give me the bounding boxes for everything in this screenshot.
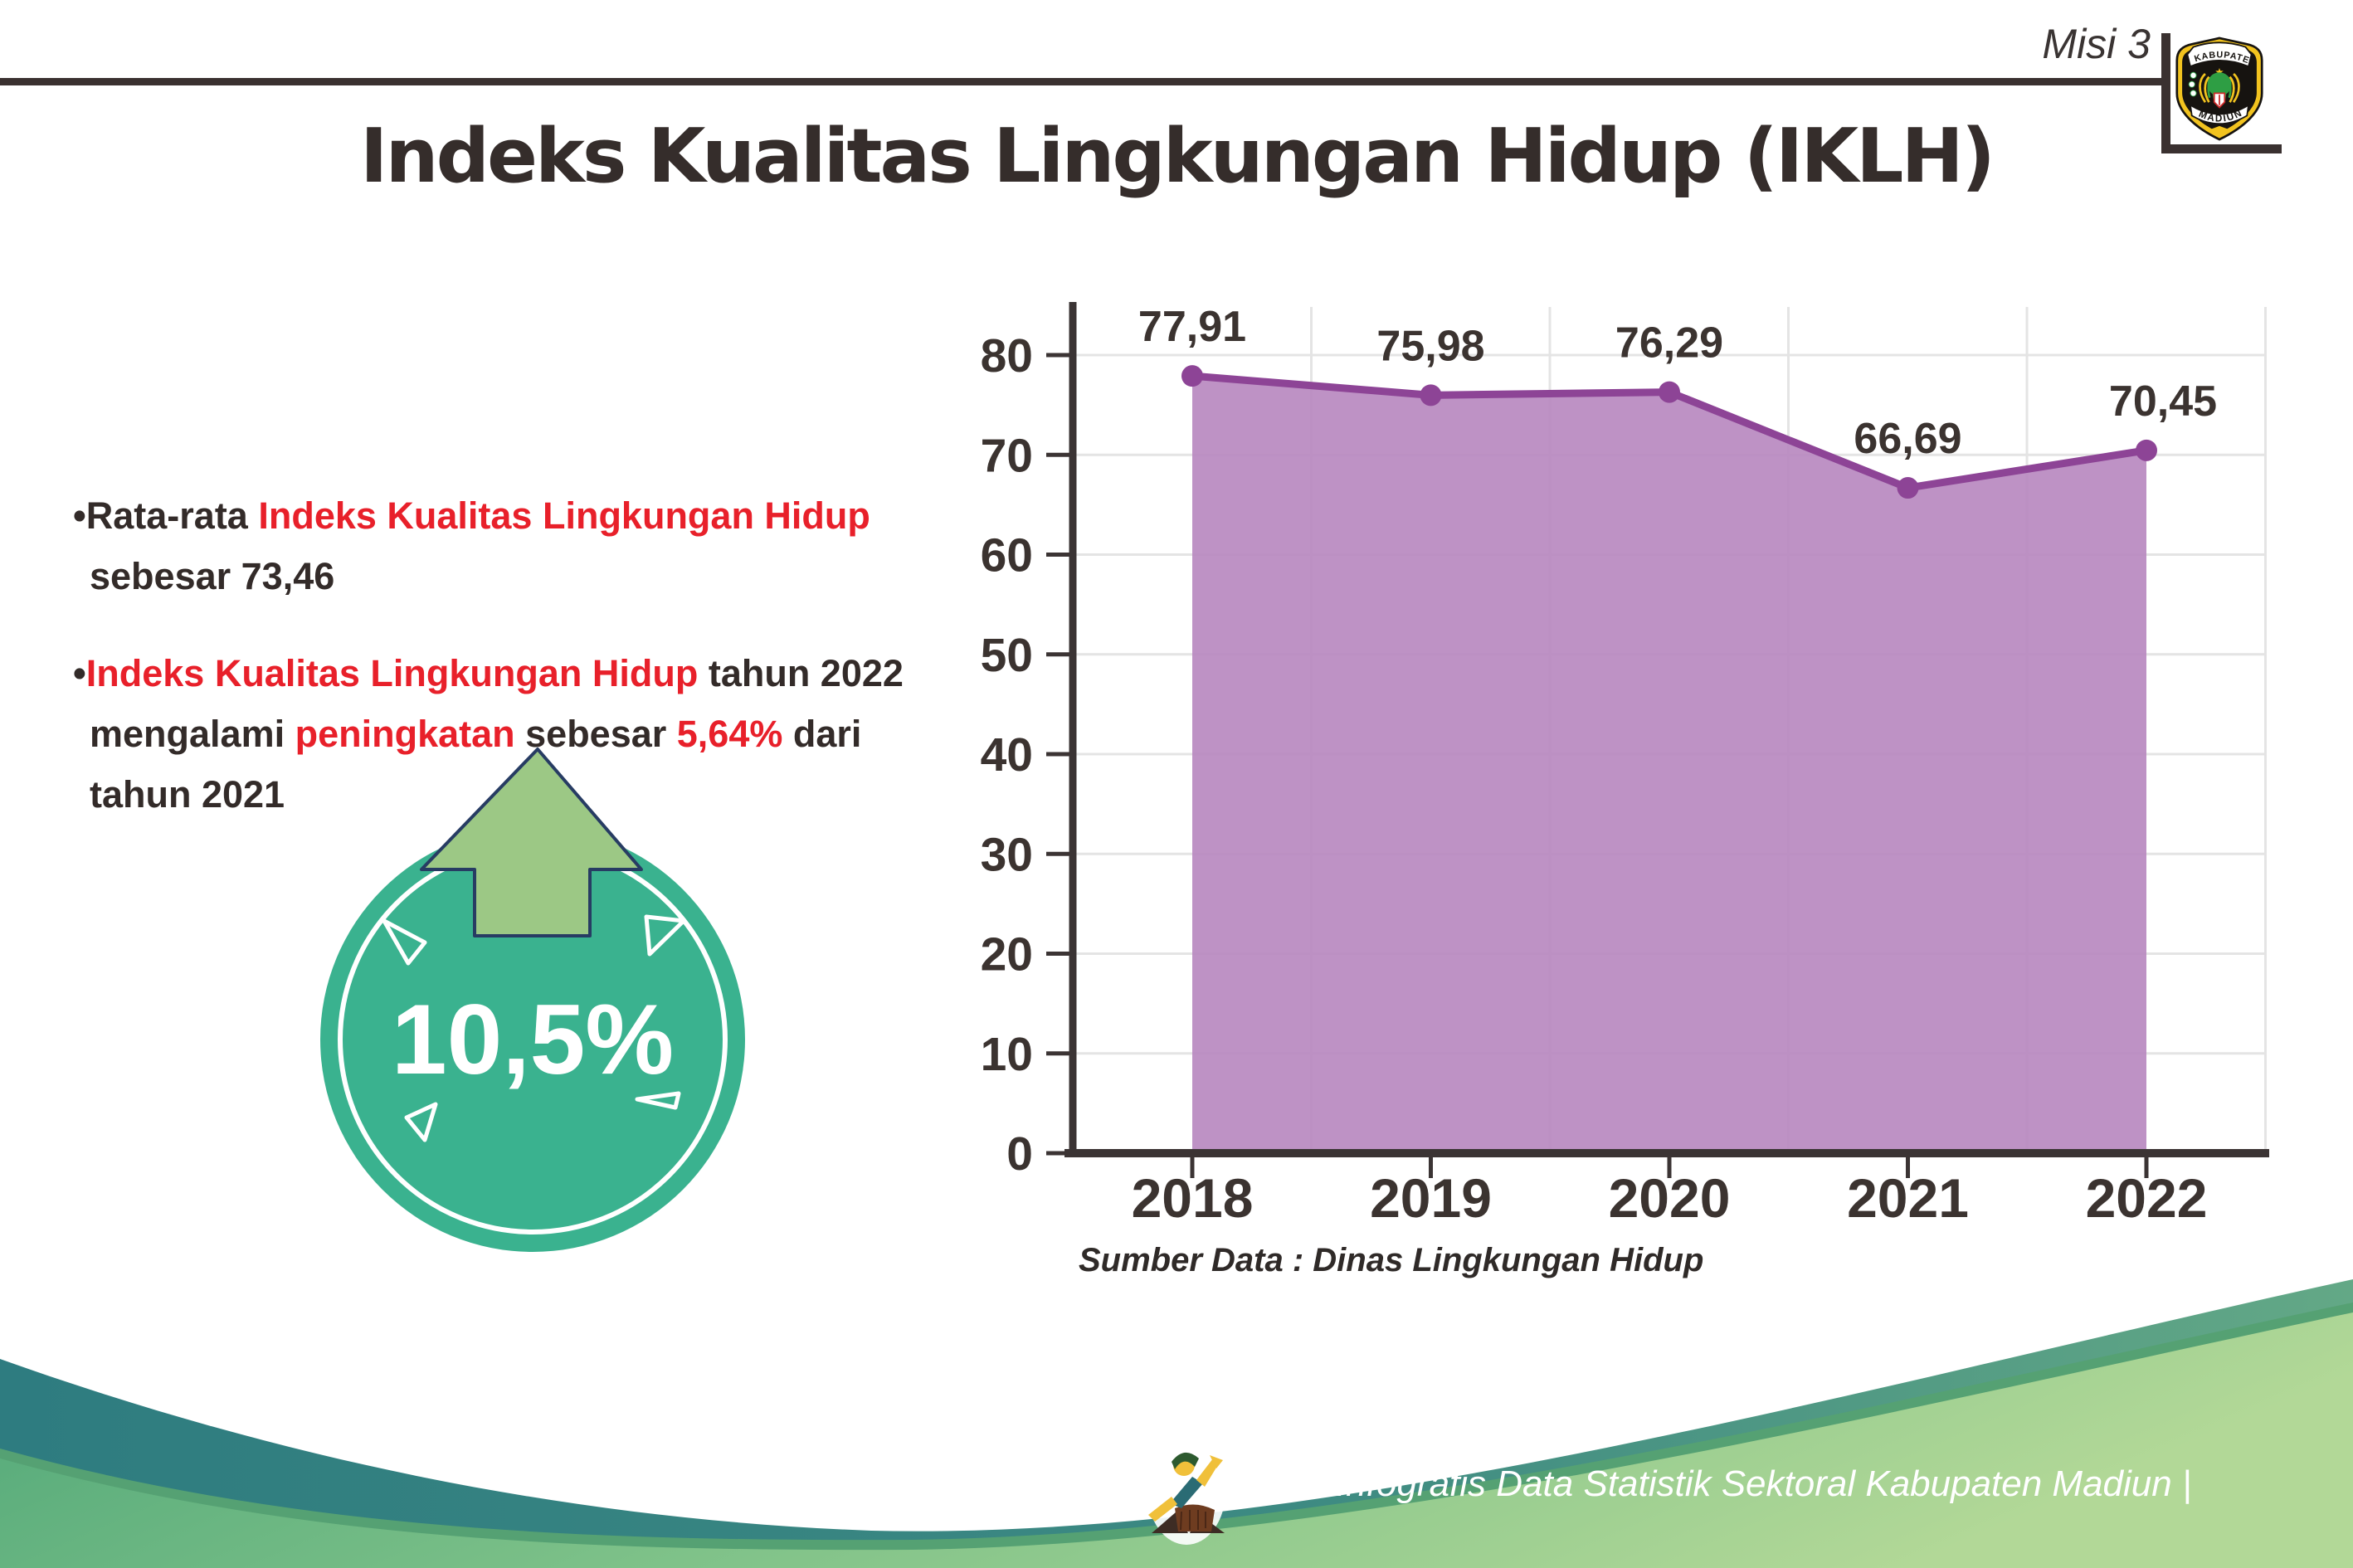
bullet-text: dari: [782, 713, 862, 755]
bullet-marker: •: [73, 494, 86, 537]
bullet-text-highlight: 5,64%: [676, 713, 783, 755]
data-point: [1897, 477, 1919, 499]
bullet-line: •Rata-rata Indeks Kualitas Lingkungan Hi…: [73, 485, 1027, 546]
area-fill: [1192, 376, 2146, 1153]
header-rule: [0, 78, 2168, 85]
data-label: 76,29: [1615, 319, 1723, 368]
bullet-text: sebesar: [514, 713, 677, 755]
crest-bottom-ornament: [2211, 125, 2228, 135]
bullet-text: Rata-rata: [85, 494, 259, 537]
x-tick-label: 2020: [1609, 1167, 1731, 1229]
data-point: [2136, 439, 2157, 461]
y-tick-label: 0: [1006, 1127, 1033, 1181]
bullet-line: •Indeks Kualitas Lingkungan Hidup tahun …: [73, 643, 1027, 704]
badge-sparkle-triangles: [382, 914, 686, 1142]
crest-cotton-icon: [2188, 71, 2197, 97]
x-tick-label: 2018: [1132, 1167, 1254, 1229]
logo-bracket-horizontal: [2161, 144, 2282, 153]
logo-bracket-vertical: [2161, 33, 2170, 153]
x-tick-label: 2019: [1370, 1167, 1492, 1229]
y-tick-label: 20: [981, 928, 1033, 981]
bullet-text: tahun 2022: [698, 652, 904, 694]
badge-value: 10,5%: [392, 984, 674, 1095]
kabupaten-madiun-crest-logo: KABUPATEN ★ MADIUN: [2175, 37, 2263, 141]
data-label: 77,91: [1138, 303, 1246, 351]
crest-wings-icon: [2199, 73, 2240, 103]
bullet-marker: •: [73, 652, 86, 694]
bullet-line: tahun 2021: [90, 773, 285, 816]
footer-credit: Media Infografis Data Statistik Sektoral…: [1226, 1463, 2192, 1504]
bullet-item-increase: •Indeks Kualitas Lingkungan Hidup tahun …: [73, 643, 1027, 825]
y-tick-label: 10: [981, 1028, 1033, 1081]
y-tick-label: 80: [981, 329, 1033, 382]
bullet-text-highlight: Indeks Kualitas Lingkungan Hidup: [85, 652, 699, 694]
data-label: 75,98: [1376, 322, 1484, 370]
crest-bottom-band: [2189, 103, 2250, 124]
wave-green: [0, 1312, 2353, 1568]
y-tick-label: 60: [981, 529, 1033, 582]
data-point: [1181, 365, 1203, 387]
data-label: 66,69: [1854, 415, 1961, 463]
y-tick-label: 50: [981, 629, 1033, 682]
dancer-mascot-icon: [1147, 1439, 1225, 1545]
y-tick-label: 30: [981, 828, 1033, 881]
data-label: 70,45: [2109, 377, 2217, 426]
bullet-text: mengalami: [90, 713, 295, 755]
x-tick-label: 2021: [1847, 1167, 1969, 1229]
bullet-line: mengalami peningkatan sebesar 5,64% dari: [90, 704, 1027, 764]
x-tick-label: 2022: [2086, 1167, 2208, 1229]
misi-label: Misi 3: [2042, 21, 2151, 67]
footer-waves: [0, 1279, 2353, 1568]
bullet-text-highlight: Indeks Kualitas Lingkungan Hidup: [258, 494, 870, 537]
summary-bullets: •Rata-rata Indeks Kualitas Lingkungan Hi…: [73, 485, 1027, 825]
y-tick-label: 70: [981, 429, 1033, 482]
growth-badge: 10,5%: [320, 747, 745, 1252]
up-arrow-icon: [420, 747, 643, 937]
bullet-text-highlight: peningkatan: [295, 713, 515, 755]
data-point: [1420, 384, 1442, 407]
source-caption: Sumber Data : Dinas Lingkungan Hidup: [1079, 1242, 1703, 1278]
iklh-area-chart: 0 10 20 30 40 50 60 70 80 2018 2019 2020 2021 2022 77,…: [981, 302, 2269, 1278]
badge-circle: [320, 827, 745, 1252]
crest-tree-icon: [2207, 72, 2232, 103]
y-tick-label: 40: [981, 728, 1033, 782]
bullet-line: sebesar 73,46: [90, 555, 335, 597]
data-point: [1659, 381, 1680, 403]
crest-top-ribbon: [2186, 41, 2253, 68]
page-title: Indeks Kualitas Lingkungan Hidup (IKLH): [360, 113, 1995, 200]
bullet-item-average: •Rata-rata Indeks Kualitas Lingkungan Hi…: [73, 485, 1027, 606]
crest-center-shield-icon: [2213, 92, 2226, 109]
crest-star-icon: ★: [2214, 66, 2224, 78]
